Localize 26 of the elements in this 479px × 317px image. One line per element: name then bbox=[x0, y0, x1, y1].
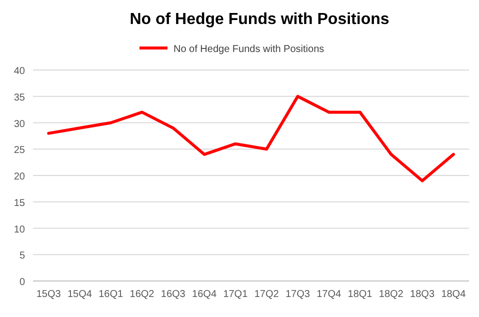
y-tick-label: 0 bbox=[19, 277, 26, 288]
x-tick-label: 16Q3 bbox=[160, 289, 186, 300]
x-tick-label: 18Q1 bbox=[348, 289, 373, 300]
x-tick-label: 17Q1 bbox=[223, 289, 248, 300]
y-tick-label: 20 bbox=[14, 172, 26, 182]
line-series bbox=[47, 94, 455, 182]
y-tick-label: 25 bbox=[14, 145, 26, 156]
x-tick-label: 17Q4 bbox=[316, 289, 342, 300]
y-tick-label: 30 bbox=[14, 118, 26, 130]
x-tick-label: 16Q4 bbox=[192, 289, 217, 300]
y-tick-label: 10 bbox=[14, 224, 26, 236]
legend-label: No of Hedge Funds with Positions bbox=[174, 44, 324, 55]
y-tick-label: 5 bbox=[19, 250, 26, 262]
y-tick-label: 40 bbox=[14, 66, 26, 77]
chart-title: No of Hedge Funds with Positions bbox=[130, 11, 390, 28]
x-tick-label: 17Q2 bbox=[254, 289, 280, 300]
x-tick-label: 18Q2 bbox=[378, 289, 404, 300]
x-tick-label: 16Q2 bbox=[130, 289, 155, 300]
x-tick-label: 15Q3 bbox=[36, 289, 62, 300]
x-tick-label: 18Q4 bbox=[441, 289, 466, 300]
y-tick-label: 35 bbox=[14, 92, 26, 104]
x-tick-label: 17Q3 bbox=[285, 289, 310, 300]
x-tick-label: 16Q1 bbox=[98, 289, 124, 300]
y-tick-label: 15 bbox=[14, 198, 26, 209]
x-tick-label: 15Q4 bbox=[67, 289, 92, 300]
x-tick-label: 18Q3 bbox=[410, 289, 435, 300]
